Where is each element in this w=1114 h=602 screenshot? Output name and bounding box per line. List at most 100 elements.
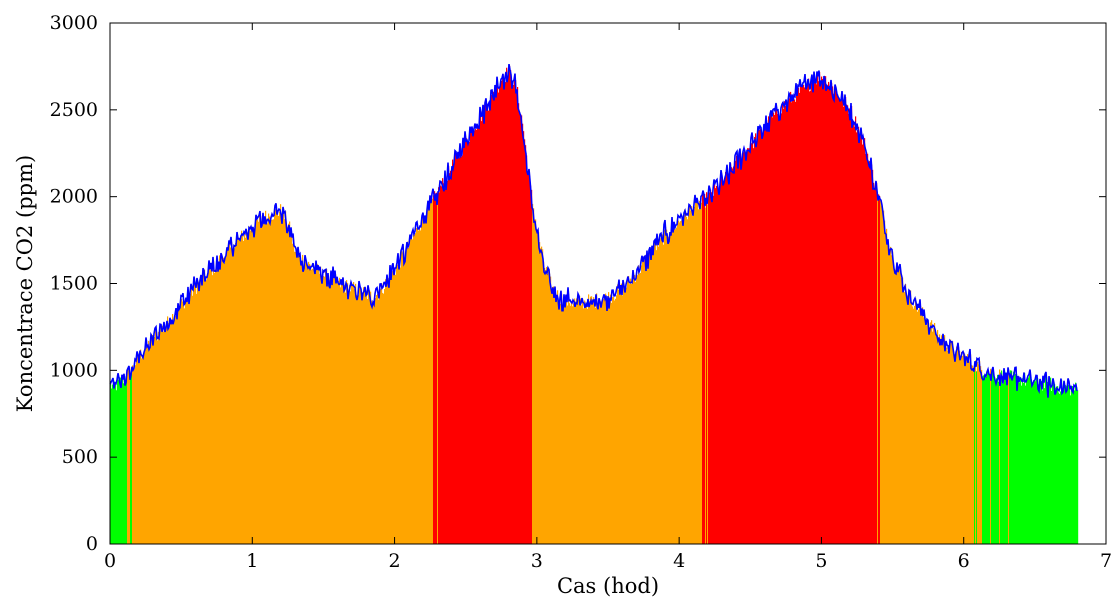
area-column [993,372,995,544]
area-column [165,327,167,544]
area-column [872,169,874,544]
area-column [361,295,363,544]
area-column [461,156,463,544]
area-column [372,302,374,544]
area-column [320,266,322,544]
area-column [690,210,692,544]
area-column [972,365,974,544]
area-column [458,157,460,545]
area-column [365,290,367,544]
area-column [302,254,304,544]
area-column [249,226,251,544]
area-column [293,239,295,544]
area-column [863,138,865,544]
area-column [204,269,206,544]
area-column [358,295,360,544]
area-column [167,316,169,544]
area-column [519,112,521,545]
area-column [194,282,196,544]
area-column [829,86,831,544]
area-column [498,92,500,544]
area-column [605,293,607,544]
area-column [485,104,487,544]
area-column [916,306,918,544]
area-column [487,106,489,545]
area-column [441,186,443,544]
area-column [322,281,324,544]
area-column [530,185,532,545]
area-column [561,293,563,544]
area-column [858,126,860,544]
area-column [453,165,455,544]
area-column [998,381,1000,544]
area-column [235,242,237,544]
area-column [353,282,355,544]
area-column [298,252,300,544]
area-column [628,275,630,544]
area-column [905,284,907,544]
area-column [531,189,533,544]
area-column [1016,373,1018,544]
area-column [1033,383,1035,544]
area-column [670,234,672,544]
area-column [773,112,775,544]
area-column [728,173,730,544]
area-column [665,227,667,545]
area-column [562,304,564,544]
area-column [838,98,840,545]
area-column [421,226,423,545]
area-column [153,341,155,544]
area-column [967,354,969,544]
area-column [363,287,365,544]
area-column [489,106,491,544]
area-column [704,193,706,544]
area-column [134,368,136,544]
area-column [131,371,133,544]
area-column [220,264,222,544]
area-column [207,273,209,544]
area-column [632,275,634,544]
area-column [1017,385,1019,544]
area-column [785,105,787,544]
area-column [369,290,371,544]
area-column [286,225,288,544]
area-column [342,283,344,544]
area-column [736,155,738,545]
area-column [117,378,119,544]
area-column [171,323,173,544]
area-column [266,218,268,545]
area-column [516,90,518,544]
area-column [588,294,590,544]
area-column [866,151,868,544]
area-column [545,270,547,544]
area-column [921,314,923,544]
area-column [715,188,717,544]
area-column [514,75,516,545]
area-column [443,183,445,544]
area-column [719,188,721,544]
area-column [649,252,651,544]
area-column [1056,386,1058,544]
area-column [626,287,628,544]
area-column [806,83,808,544]
area-column [769,125,771,544]
area-column [161,331,163,544]
area-column [389,283,391,544]
area-column [833,93,835,544]
area-column [721,176,723,544]
area-column [373,303,375,544]
area-column [439,192,441,545]
area-column [547,274,549,544]
area-column [174,317,176,544]
area-column [980,366,982,544]
area-column [491,94,493,544]
area-column [500,84,502,544]
area-column [273,219,275,544]
area-column [535,219,537,544]
area-column [274,208,276,544]
area-column [145,348,147,544]
area-column [1072,386,1074,544]
area-column [797,89,799,544]
area-column [1047,381,1049,544]
area-column [938,339,940,544]
